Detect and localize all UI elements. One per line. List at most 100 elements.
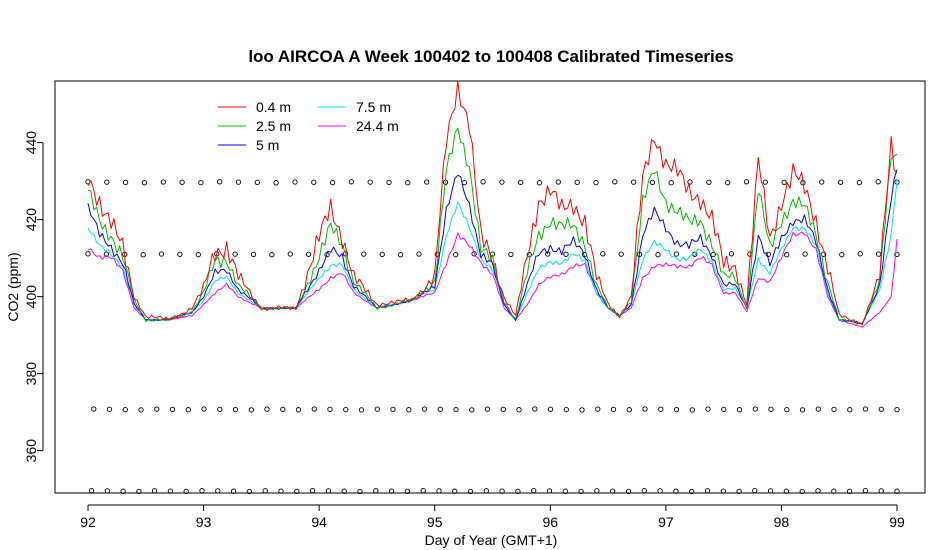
series-line-7-5-mm [87, 181, 898, 324]
data-point [341, 488, 347, 494]
data-point [563, 406, 569, 413]
data-point [500, 406, 506, 413]
legend-label: 0.4 m [256, 99, 291, 115]
data-point [305, 251, 312, 257]
data-point [386, 179, 392, 186]
data-point [373, 488, 379, 494]
data-point [250, 251, 257, 258]
y-axis-label: CO2 (ppm) [5, 252, 21, 321]
data-point [526, 252, 532, 258]
data-point [768, 406, 774, 412]
data-point [752, 406, 758, 412]
data-point [610, 406, 617, 413]
data-point [721, 406, 727, 413]
legend-label: 2.5 m [256, 118, 291, 134]
x-tick-label: 95 [427, 514, 443, 530]
data-point [420, 487, 426, 494]
data-point [151, 488, 158, 494]
x-tick-label: 96 [542, 514, 558, 530]
x-tick-label: 94 [311, 514, 327, 530]
marker-rows [85, 179, 900, 495]
data-point [518, 179, 524, 186]
data-point [532, 406, 538, 412]
data-point [856, 179, 863, 186]
data-point [546, 488, 553, 494]
chart-title: loo AIRCOA A Week 100402 to 100408 Calib… [248, 47, 733, 66]
data-point [280, 406, 286, 413]
data-point [752, 487, 758, 494]
data-point [379, 251, 385, 258]
data-point [799, 488, 805, 495]
axes: 92 93 94 95 96 97 98 99 360 380 400 420 440 [23, 131, 905, 530]
data-point [104, 488, 110, 494]
y-tick-label: 380 [23, 362, 39, 386]
data-point [404, 488, 411, 495]
data-point [630, 179, 637, 185]
data-point [878, 406, 884, 412]
data-point [452, 488, 458, 494]
data-point [217, 179, 223, 185]
data-point [847, 407, 853, 413]
data-point [625, 488, 632, 495]
x-axis-label: Day of Year (GMT+1) [425, 532, 558, 548]
legend-label: 24.4 m [356, 118, 399, 134]
data-point [104, 179, 110, 185]
data-point [183, 488, 189, 495]
data-point [658, 406, 664, 412]
data-point [673, 406, 680, 413]
data-point [141, 180, 148, 186]
data-point [612, 179, 618, 185]
data-point [655, 252, 661, 258]
data-point [484, 406, 491, 412]
x-tick-label: 99 [889, 514, 905, 530]
data-point [436, 488, 442, 494]
data-point [579, 407, 585, 413]
data-point [453, 251, 459, 258]
data-point [706, 179, 712, 185]
data-point [515, 488, 521, 495]
x-tick-label: 97 [658, 514, 674, 530]
data-point [120, 488, 126, 494]
data-point [668, 180, 674, 186]
data-point [195, 251, 201, 258]
data-point [862, 487, 869, 494]
data-point [563, 251, 569, 257]
data-point [784, 406, 790, 413]
data-point [397, 252, 404, 258]
data-point [743, 179, 750, 185]
data-point [406, 407, 412, 413]
data-point [578, 488, 584, 495]
data-point [264, 406, 270, 412]
data-point [390, 406, 396, 413]
data-point [311, 179, 317, 185]
y-tick-label: 360 [23, 439, 39, 463]
data-point [405, 180, 411, 186]
data-point [421, 406, 428, 412]
data-point [767, 488, 774, 494]
data-point [177, 251, 183, 257]
data-point [374, 406, 380, 412]
data-point [819, 179, 825, 185]
data-point [536, 180, 543, 186]
data-point [262, 488, 268, 494]
x-tick-label: 98 [774, 514, 790, 530]
data-point [348, 179, 355, 185]
data-point [687, 179, 693, 185]
y-tick-label: 420 [23, 208, 39, 232]
legend-label: 5 m [256, 137, 279, 153]
data-point [547, 406, 554, 412]
data-point [831, 488, 837, 494]
data-point [437, 406, 443, 412]
data-point [600, 251, 606, 257]
plot-frame [54, 80, 926, 494]
series-line-24-4-mm [87, 231, 898, 328]
y-tick-label: 440 [23, 131, 39, 155]
data-point [467, 488, 474, 495]
data-point [254, 179, 260, 186]
data-point [894, 406, 900, 413]
data-point [358, 407, 365, 413]
data-point [618, 251, 624, 257]
y-tick-label: 400 [23, 285, 39, 309]
series-line-0-4-mm [87, 80, 898, 325]
